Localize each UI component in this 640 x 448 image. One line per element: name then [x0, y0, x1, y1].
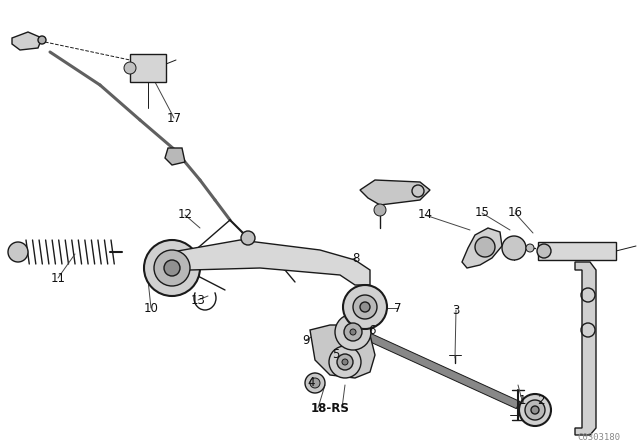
Circle shape	[310, 378, 320, 388]
Text: 16: 16	[508, 207, 522, 220]
Text: C0303180: C0303180	[577, 434, 620, 443]
Text: 18-RS: 18-RS	[310, 401, 349, 414]
Polygon shape	[462, 228, 502, 268]
Text: 5: 5	[332, 349, 340, 362]
Text: 4: 4	[307, 375, 315, 388]
Circle shape	[360, 302, 370, 312]
Text: 9: 9	[302, 333, 310, 346]
Text: 3: 3	[452, 303, 460, 316]
Circle shape	[350, 329, 356, 335]
Text: 15: 15	[475, 207, 490, 220]
Circle shape	[531, 406, 539, 414]
Circle shape	[526, 244, 534, 252]
Circle shape	[241, 231, 255, 245]
Circle shape	[519, 394, 551, 426]
Polygon shape	[360, 180, 430, 205]
Circle shape	[525, 400, 545, 420]
Text: 7: 7	[394, 302, 402, 314]
Circle shape	[335, 314, 371, 350]
Text: 14: 14	[417, 208, 433, 221]
Circle shape	[502, 236, 526, 260]
Text: 6: 6	[368, 323, 376, 336]
Text: 11: 11	[51, 271, 65, 284]
Polygon shape	[538, 242, 616, 260]
Polygon shape	[130, 54, 166, 82]
Circle shape	[164, 260, 180, 276]
Polygon shape	[310, 325, 375, 378]
Circle shape	[124, 62, 136, 74]
Circle shape	[353, 295, 377, 319]
Circle shape	[342, 359, 348, 365]
Circle shape	[8, 242, 28, 262]
Circle shape	[329, 346, 361, 378]
Circle shape	[154, 250, 190, 286]
Text: 2: 2	[537, 393, 545, 406]
Circle shape	[144, 240, 200, 296]
Polygon shape	[172, 240, 370, 285]
Circle shape	[475, 237, 495, 257]
Polygon shape	[575, 262, 596, 435]
Polygon shape	[12, 32, 42, 50]
Circle shape	[343, 285, 387, 329]
Text: 8: 8	[352, 251, 360, 264]
Circle shape	[305, 373, 325, 393]
Circle shape	[38, 36, 46, 44]
Circle shape	[344, 323, 362, 341]
Text: 13: 13	[191, 293, 205, 306]
Circle shape	[374, 204, 386, 216]
Text: 17: 17	[166, 112, 182, 125]
Circle shape	[337, 354, 353, 370]
Circle shape	[537, 244, 551, 258]
Text: 12: 12	[177, 208, 193, 221]
Polygon shape	[356, 328, 520, 409]
Polygon shape	[165, 148, 185, 165]
Text: 1: 1	[518, 393, 525, 406]
Text: 10: 10	[143, 302, 159, 314]
